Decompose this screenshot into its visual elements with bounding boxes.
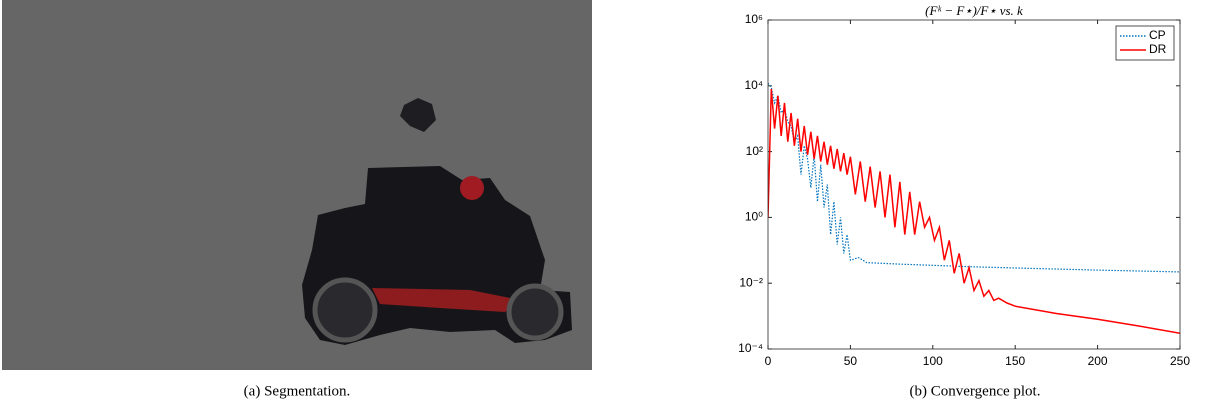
legend-label: CP — [1149, 28, 1166, 42]
y-tick-label: 10⁶ — [745, 12, 763, 26]
y-tick-label: 10⁻² — [739, 275, 763, 289]
chart-title: (Fᵏ − F⋆)/F⋆ vs. k — [925, 3, 1023, 18]
rear-wheel — [312, 277, 378, 343]
x-tick-label: 100 — [923, 354, 943, 368]
axes-box — [767, 19, 1181, 350]
y-tick-label: 10⁻⁴ — [738, 341, 763, 355]
series-line — [768, 82, 1180, 273]
legend-label: DR — [1149, 42, 1167, 56]
helmet-fragment — [400, 98, 436, 132]
scooter-red-trim — [372, 288, 520, 312]
y-tick-label: 10² — [746, 144, 763, 158]
legend-box — [1115, 25, 1175, 61]
segmentation-image — [2, 0, 592, 370]
y-tick-label: 10⁴ — [744, 78, 763, 92]
caption: (a) Segmentation. — [244, 383, 351, 399]
x-tick-label: 150 — [1005, 354, 1025, 368]
x-tick-label: 250 — [1170, 354, 1190, 368]
x-tick-label: 0 — [765, 354, 772, 368]
rider-helmet — [460, 176, 484, 200]
x-tick-label: 50 — [844, 354, 858, 368]
series-line — [768, 88, 1180, 335]
x-tick-label: 200 — [1088, 354, 1108, 368]
y-tick-label: 10⁰ — [745, 210, 763, 224]
front-wheel — [506, 283, 564, 341]
convergence-chart: (Fᵏ − F⋆)/F⋆ vs. k 10⁻⁴ 10⁻² 10⁰ 10² 10⁴ 10⁶ 0 5… — [738, 3, 1190, 368]
plot-area — [768, 20, 1180, 349]
caption: (b) Convergence plot. — [910, 383, 1041, 399]
